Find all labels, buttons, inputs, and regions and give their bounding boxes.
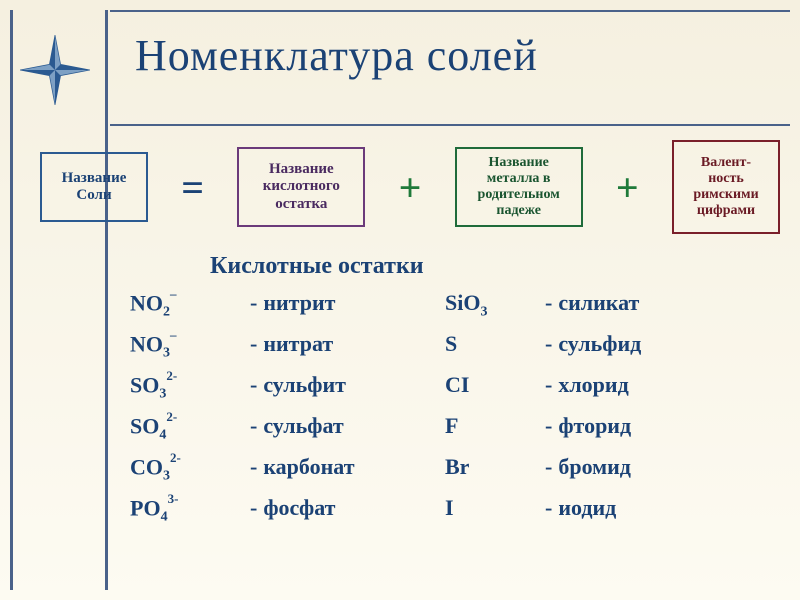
residue-name: фторид	[558, 413, 631, 439]
box4-line3: римскими	[674, 187, 778, 203]
border-horizontal-top	[110, 10, 790, 12]
border-vertical-2	[105, 10, 108, 590]
dash: -	[545, 331, 552, 357]
dash: -	[250, 454, 257, 480]
residue-row: NO3–- нитрат	[130, 331, 445, 372]
residue-row: SO42-- сульфат	[130, 413, 445, 454]
residue-formula: CI	[445, 372, 545, 398]
dash: -	[545, 454, 552, 480]
residue-name: иодид	[558, 495, 616, 521]
page-title: Номенклатура солей	[135, 30, 538, 81]
residue-formula: NO2–	[130, 290, 250, 321]
box3-line1: Название	[457, 155, 581, 171]
residue-row: CO32-- карбонат	[130, 454, 445, 495]
residues-table: NO2–- нитритNO3–- нитратSO32-- сульфитSO…	[130, 290, 760, 536]
slide: Номенклатура солей Название Соли = Назва…	[0, 0, 800, 600]
residue-formula: NO3–	[130, 331, 250, 362]
dash: -	[545, 413, 552, 439]
border-horizontal-bottom	[110, 124, 790, 126]
residue-name: нитрат	[263, 331, 333, 357]
equals-sign: =	[181, 164, 204, 211]
box-salt-name: Название Соли	[40, 152, 148, 222]
residue-row: I- иодид	[445, 495, 760, 536]
residue-name: фосфат	[263, 495, 335, 521]
box2-line1: Название	[239, 161, 363, 178]
subheader: Кислотные остатки	[210, 253, 424, 280]
residue-name: нитрит	[263, 290, 335, 316]
residue-row: SO32-- сульфит	[130, 372, 445, 413]
dash: -	[250, 495, 257, 521]
residue-formula: PO43-	[130, 495, 250, 526]
border-vertical-1	[10, 10, 13, 590]
plus-sign-2: +	[616, 164, 639, 211]
box3-line3: родительном	[457, 187, 581, 203]
residue-row: SiO3- силикат	[445, 290, 760, 331]
box-acid-residue: Название кислотного остатка	[237, 147, 365, 227]
box1-line2: Соли	[42, 187, 146, 204]
residue-row: CI- хлорид	[445, 372, 760, 413]
residue-row: F- фторид	[445, 413, 760, 454]
box4-line2: ность	[674, 171, 778, 187]
box4-line1: Валент-	[674, 155, 778, 171]
box1-line1: Название	[42, 170, 146, 187]
star-icon	[20, 35, 90, 105]
box-metal-name: Название металла в родительном падеже	[455, 147, 583, 227]
residue-row: NO2–- нитрит	[130, 290, 445, 331]
residue-name: сульфид	[558, 331, 641, 357]
box2-line2: кислотного	[239, 178, 363, 195]
residue-name: сульфит	[263, 372, 346, 398]
residue-formula: Br	[445, 454, 545, 480]
dash: -	[250, 290, 257, 316]
residue-formula: I	[445, 495, 545, 521]
formula-row: Название Соли = Название кислотного оста…	[40, 140, 780, 234]
residue-formula: SiO3	[445, 290, 545, 320]
residue-name: бромид	[558, 454, 631, 480]
residues-col-left: NO2–- нитритNO3–- нитратSO32-- сульфитSO…	[130, 290, 445, 536]
residue-name: силикат	[558, 290, 639, 316]
box3-line2: металла в	[457, 171, 581, 187]
dash: -	[545, 495, 552, 521]
dash: -	[250, 413, 257, 439]
residue-row: PO43-- фосфат	[130, 495, 445, 536]
residue-formula: S	[445, 331, 545, 357]
residue-formula: SO32-	[130, 372, 250, 403]
box-valence: Валент- ность римскими цифрами	[672, 140, 780, 234]
residue-name: карбонат	[263, 454, 354, 480]
residues-col-right: SiO3- силикатS- сульфидCI- хлоридF- фтор…	[445, 290, 760, 536]
residue-formula: SO42-	[130, 413, 250, 444]
dash: -	[545, 290, 552, 316]
dash: -	[250, 331, 257, 357]
residue-row: S- сульфид	[445, 331, 760, 372]
residue-name: хлорид	[558, 372, 628, 398]
box2-line3: остатка	[239, 196, 363, 213]
residue-formula: F	[445, 413, 545, 439]
residue-row: Br- бромид	[445, 454, 760, 495]
residue-formula: CO32-	[130, 454, 250, 485]
box4-line4: цифрами	[674, 203, 778, 219]
box3-line4: падеже	[457, 203, 581, 219]
residue-name: сульфат	[263, 413, 343, 439]
dash: -	[545, 372, 552, 398]
plus-sign-1: +	[399, 164, 422, 211]
dash: -	[250, 372, 257, 398]
